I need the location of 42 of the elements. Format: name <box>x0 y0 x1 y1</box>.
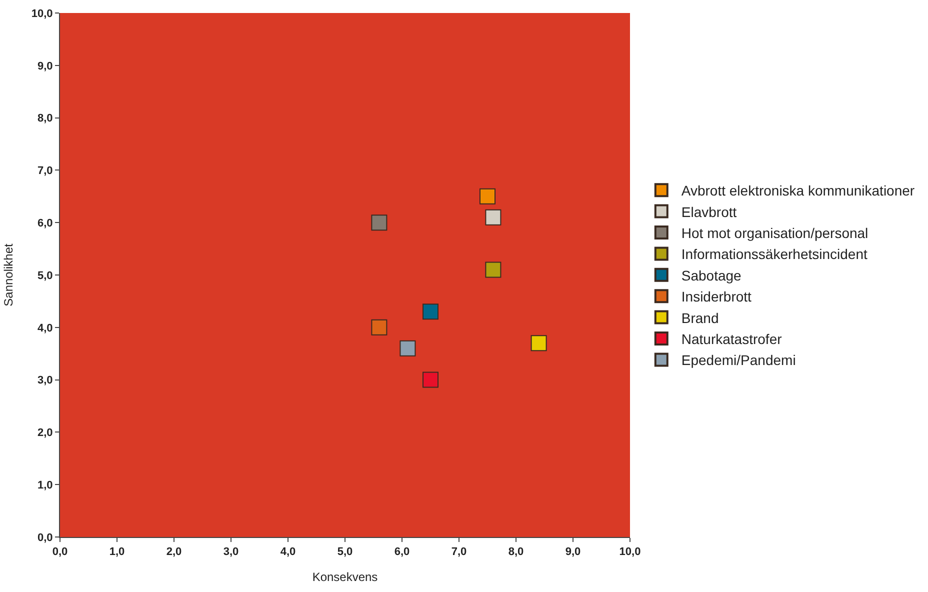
legend-label: Sabotage <box>681 267 742 284</box>
y-tick-label: 3,0 <box>38 374 53 387</box>
y-tick-label: 10,0 <box>31 8 53 20</box>
legend-label: Insiderbrott <box>681 288 752 305</box>
y-tick-label: 1,0 <box>38 479 53 492</box>
x-tick-label: 5,0 <box>337 546 353 558</box>
point <box>485 262 502 278</box>
x-tick-label: 0,0 <box>52 546 68 558</box>
x-tick-label: 1,0 <box>109 546 125 558</box>
x-tick-label: 3,0 <box>223 546 239 558</box>
point <box>371 319 388 336</box>
y-tick-label: 8,0 <box>38 112 53 125</box>
y-tick-label: 2,0 <box>38 427 53 440</box>
y-tick-label: 4,0 <box>38 322 53 334</box>
point <box>400 340 416 356</box>
point <box>371 214 388 231</box>
legend-label: Hot mot organisation/personal <box>681 224 868 241</box>
legend-label: Informationssäkerhetsincident <box>681 246 868 262</box>
x-tick-label: 6,0 <box>394 546 410 558</box>
x-tick-label: 8,0 <box>508 546 524 558</box>
legend-label: Elavbrott <box>681 204 737 220</box>
y-tick-label: 7,0 <box>38 165 53 178</box>
x-tick-label: 2,0 <box>166 546 182 558</box>
x-tick-label: 10,0 <box>619 546 641 558</box>
point <box>485 209 502 226</box>
y-tick-label: 0,0 <box>38 532 53 544</box>
legend-label: Avbrott elektroniska kommunikationer <box>681 182 915 199</box>
x-tick-label: 4,0 <box>280 546 296 558</box>
x-tick-label: 9,0 <box>565 546 581 558</box>
legend-label: Naturkatastrofer <box>681 330 782 347</box>
point <box>422 304 438 320</box>
legend-label: Brand <box>681 310 719 326</box>
y-axis-title: Sannolikhet <box>2 242 16 306</box>
point <box>480 188 496 204</box>
legend-label: Epedemi/Pandemi <box>681 352 796 368</box>
point <box>422 372 438 388</box>
x-axis-title: Konsekvens <box>312 570 378 584</box>
y-tick-label: 6,0 <box>38 217 53 230</box>
point <box>530 335 547 352</box>
y-tick-label: 9,0 <box>38 60 53 72</box>
x-tick-label: 7,0 <box>451 546 467 558</box>
y-tick-label: 5,0 <box>38 270 53 282</box>
